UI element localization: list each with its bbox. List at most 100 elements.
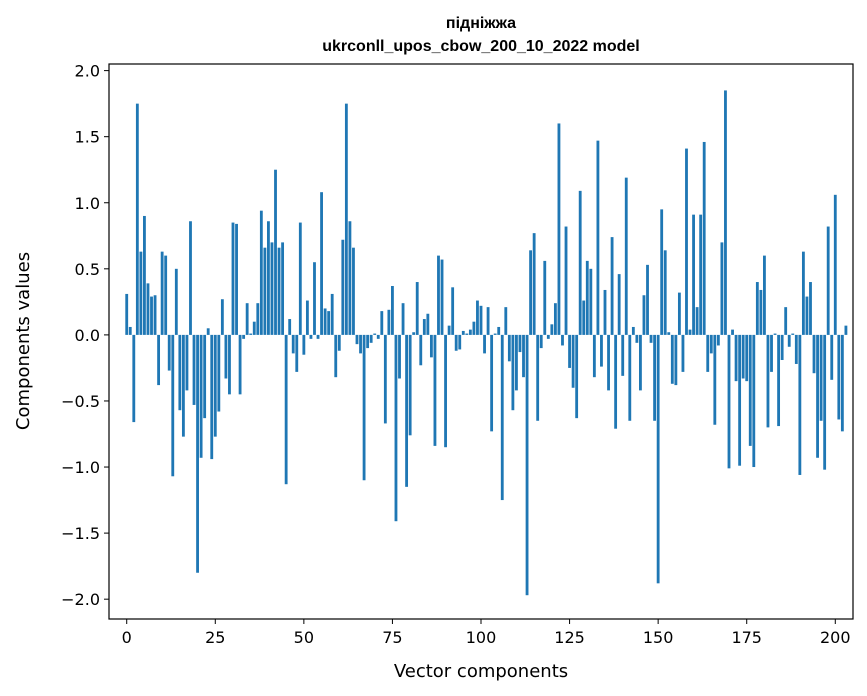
bar-177 [752,334,756,468]
bar-178 [755,282,759,335]
bar-152 [663,250,667,335]
bar-89 [440,259,444,335]
y-tick-label: 2.0 [75,62,100,81]
bar-119 [546,334,550,339]
bar-110 [515,334,518,391]
bar-135 [603,289,607,335]
bar-25 [213,334,217,437]
bar-167 [716,334,720,346]
bar-41 [270,242,274,335]
bar-113 [525,334,529,596]
bar-28 [224,334,228,379]
bar-185 [780,334,784,360]
bar-140 [621,334,625,376]
bar-68 [366,334,370,349]
bar-136 [607,334,610,391]
bar-97 [468,329,472,335]
bar-34 [245,303,249,335]
bar-72 [380,311,384,335]
bar-4 [139,251,143,335]
bar-163 [702,141,706,335]
bar-103 [490,334,494,432]
bar-169 [724,90,727,335]
bar-80 [408,334,412,436]
bar-112 [522,334,525,378]
bar-19 [192,334,196,405]
bar-161 [695,307,699,335]
bar-142 [628,334,632,421]
bar-108 [507,334,511,362]
bar-63 [348,221,352,335]
bar-21 [199,334,203,458]
bar-101 [483,334,486,354]
bar-84 [422,319,426,335]
bar-78 [401,303,405,335]
x-tick-label: 125 [554,628,585,647]
bar-156 [677,292,681,335]
bar-145 [639,334,642,391]
bar-153 [667,332,671,335]
bar-92 [451,287,455,335]
bar-26 [217,334,221,412]
bar-70 [373,333,377,335]
bar-165 [709,334,713,354]
bar-1 [128,326,132,335]
bar-55 [320,192,323,335]
y-axis-label: Components values [13,252,34,430]
bar-6 [146,283,150,335]
bar-93 [454,334,458,351]
bar-137 [610,237,614,335]
y-tick-label: −1.5 [61,524,100,543]
bar-82 [415,282,419,335]
bar-179 [759,289,763,335]
bar-168 [720,242,724,335]
bar-8 [153,295,157,335]
bar-154 [670,334,674,384]
bar-79 [405,334,409,487]
bar-190 [798,334,802,475]
bar-200 [833,194,837,335]
bar-109 [511,334,515,411]
bar-48 [295,334,299,372]
bar-31 [235,223,238,335]
x-ticks: 0 25 50 75 100 125 150 175 200 [122,619,851,647]
y-tick-label: 0.0 [75,326,100,345]
bar-43 [277,247,281,335]
bar-62 [344,103,348,335]
bar-10 [160,251,164,335]
bar-44 [281,242,285,335]
bar-175 [745,334,749,382]
bar-131 [589,268,593,335]
bar-188 [791,333,795,335]
x-axis-label: Vector components [394,661,568,682]
bar-180 [763,255,766,335]
bar-107 [504,307,508,335]
bar-181 [766,334,770,428]
bar-176 [748,334,752,446]
bar-22 [203,334,207,419]
bar-2 [132,334,136,423]
bar-39 [263,247,267,335]
bar-111 [518,334,522,353]
bar-56 [323,308,327,335]
bar-33 [242,334,246,339]
bar-38 [259,210,263,335]
bar-5 [143,215,146,335]
bar-57 [327,311,331,335]
bar-114 [529,250,533,335]
bar-193 [809,282,812,335]
bar-96 [465,333,469,335]
bar-198 [826,226,830,335]
bar-191 [801,251,805,335]
bar-118 [543,260,547,335]
bar-146 [642,295,646,335]
bar-151 [660,209,664,335]
bar-116 [536,334,540,421]
bar-149 [653,334,657,421]
bar-192 [805,296,809,335]
bar-67 [362,334,366,481]
bar-7 [150,296,153,335]
bar-141 [624,177,628,335]
bar-95 [461,330,465,335]
bar-120 [550,324,554,335]
